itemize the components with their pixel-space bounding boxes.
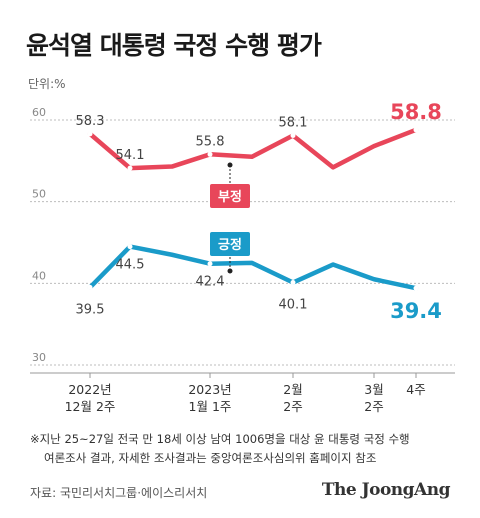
data-label: 58.1 — [279, 116, 308, 131]
source-label: 자료: 국민리서치그룹·에이스리서치 — [30, 486, 208, 500]
x-tick-label: 2주 — [364, 399, 383, 414]
x-tick-label: 2023년 — [188, 382, 231, 397]
series-tag-box — [210, 184, 250, 208]
y-tick-label: 50 — [32, 188, 46, 201]
series-line-0 — [87, 127, 419, 171]
chart-title: 윤석열 대통령 국정 수행 평가 — [26, 31, 322, 60]
footnote-line-2: 여론조사 결과, 자세한 조사결과는 중앙여론조사심의위 홈페이지 참조 — [44, 451, 377, 465]
y-tick-label: 40 — [32, 269, 46, 282]
x-tick-label: 2월 — [283, 382, 302, 397]
footnote-line-1: ※지난 25~27일 전국 만 18세 이상 남여 1006명을 대상 윤 대통… — [30, 432, 410, 446]
x-tick-label: 3월 — [364, 382, 383, 397]
data-label: 58.3 — [76, 114, 105, 129]
tag-pointer-dot — [227, 162, 233, 168]
data-point — [87, 131, 93, 137]
data-point — [290, 280, 296, 286]
series-line-1 — [87, 244, 419, 291]
publisher-logo: The JoongAng — [321, 480, 451, 500]
series-tag-label: 긍정 — [218, 237, 242, 253]
data-label: 40.1 — [279, 298, 308, 313]
data-point — [207, 261, 213, 267]
x-tick-label: 2주 — [283, 399, 302, 414]
data-point — [413, 127, 419, 133]
data-point — [290, 133, 296, 139]
data-label: 44.5 — [116, 258, 145, 273]
y-tick-label: 60 — [32, 106, 46, 119]
y-tick-label: 30 — [32, 351, 46, 364]
line-chart: 30 40 50 60 2022년 12월 2주 2023년 1월 1주 2월 2주 3월 2주 4주 5… — [30, 100, 455, 414]
series-tag-label: 부정 — [218, 189, 242, 205]
data-label: 39.4 — [390, 299, 442, 323]
data-point — [413, 285, 419, 291]
data-point — [127, 165, 133, 171]
data-point — [207, 151, 213, 157]
data-label: 39.5 — [76, 302, 105, 317]
data-label: 58.8 — [390, 100, 442, 124]
x-tick-label: 2022년 — [68, 382, 111, 397]
series-tag-box — [210, 232, 250, 256]
unit-label: 단위:% — [28, 77, 66, 91]
data-point — [127, 244, 133, 250]
tag-pointer-dot — [227, 268, 233, 274]
footnote: ※지난 25~27일 전국 만 18세 이상 남여 1006명을 대상 윤 대통… — [30, 430, 470, 468]
x-tick-label: 1월 1주 — [189, 399, 232, 414]
x-tick-label: 12월 2주 — [65, 399, 116, 414]
x-tick-label: 4주 — [406, 382, 425, 397]
data-label: 42.4 — [196, 275, 225, 290]
data-point — [87, 284, 93, 290]
data-label: 55.8 — [196, 134, 225, 149]
data-label: 54.1 — [116, 148, 145, 163]
